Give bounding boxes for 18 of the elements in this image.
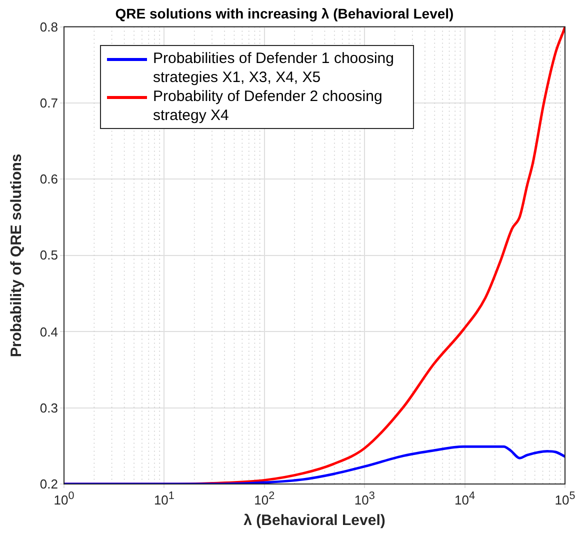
y-tick-label: 0.8	[40, 19, 58, 34]
y-tick-label: 0.4	[40, 324, 58, 340]
x-tick-label: 10$^{3}$	[354, 490, 375, 508]
y-tick-label: 0.5	[40, 248, 58, 263]
x-axis-title: λ (Behavioral Level)	[244, 512, 386, 530]
y-tick-label: 0.7	[40, 96, 58, 110]
y-axis-title: Probability of QRE solutions	[8, 154, 26, 358]
y-tick-label: 0.2	[40, 476, 58, 492]
legend-label: Probability of Defender 2 choosing strategy X4	[153, 87, 384, 125]
y-tick-label: 0.3	[40, 400, 58, 416]
chart-title: QRE solutions with increasing λ (Behavioral Level)	[115, 5, 454, 22]
legend-label: Probabilities of Defender 1 choosing strategies X1, X3, X4, X5	[153, 49, 395, 87]
x-tick-label: 10$^{5}$	[554, 490, 576, 508]
x-tick-label: 10$^{4}$	[454, 490, 476, 508]
x-tick-label: 10$^{1}$	[154, 490, 174, 508]
x-tick-label: 10$^{2}$	[254, 490, 275, 508]
y-tick-label: 0.6	[40, 172, 58, 187]
x-tick-label: 10$^{0}$	[54, 490, 74, 508]
